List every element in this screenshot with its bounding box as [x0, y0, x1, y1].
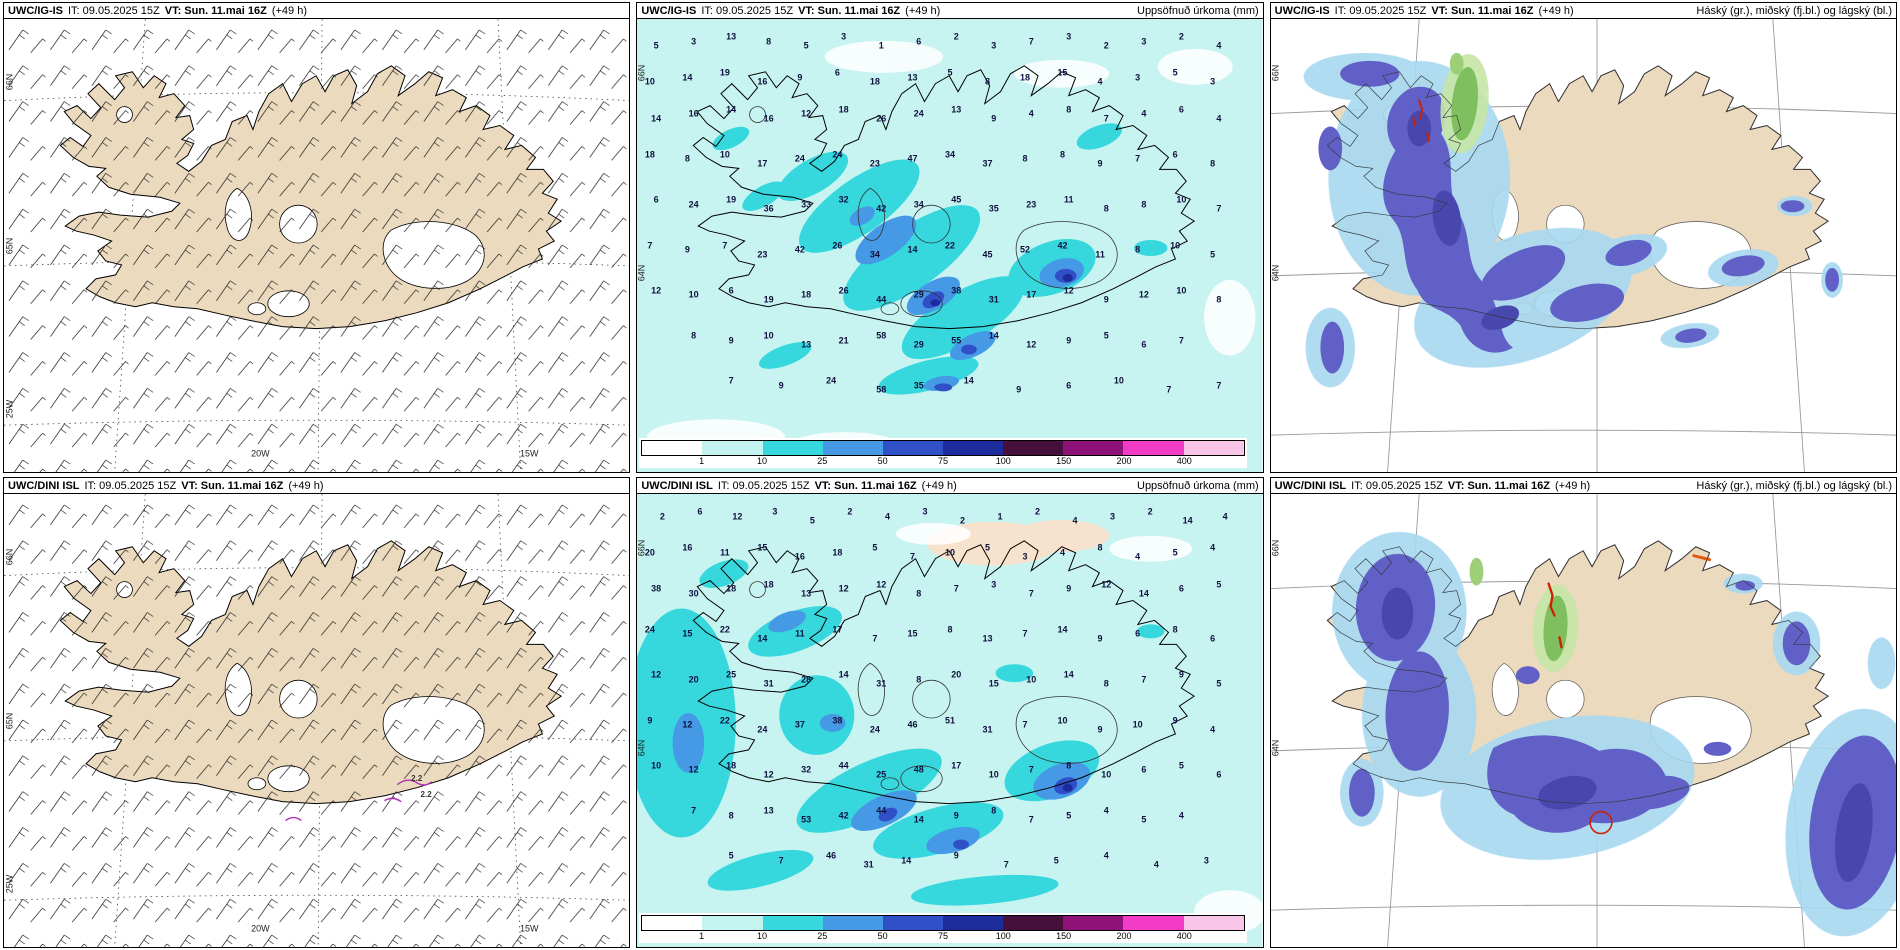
colorbar-segment [943, 916, 1004, 930]
init-time: IT: 09.05.2025 15Z [84, 480, 177, 492]
colorbar-scale [641, 440, 1245, 456]
colorbar-segment [1063, 441, 1124, 455]
model-name: UWC/IG-IS [8, 5, 63, 17]
colorbar-tick: 200 [1116, 456, 1132, 466]
colorbar-tick: 75 [937, 456, 948, 466]
colorbar-segment [822, 441, 883, 455]
wind-barbs-field [4, 19, 630, 472]
precip-map-svg [637, 494, 1263, 947]
model-name: UWC/DINI ISL [8, 480, 80, 492]
colorbar-segment [1063, 916, 1124, 930]
panel-cloud-row1: UWC/IG-IS IT: 09.05.2025 15Z VT: Sun. 11… [1269, 2, 1897, 473]
colorbar-segment [702, 916, 763, 930]
panel-header: UWC/DINI ISL IT: 09.05.2025 15Z VT: Sun.… [4, 478, 630, 494]
init-time: IT: 09.05.2025 15Z [1334, 5, 1427, 17]
colorbar-tick: 25 [817, 456, 828, 466]
colorbar-tick: 10 [756, 456, 767, 466]
wind-barbs-field [4, 494, 630, 947]
colorbar: 1 10 25 50 75 100 150 200 400 [639, 438, 1247, 468]
colorbar-tick: 400 [1176, 456, 1192, 466]
colorbar-segment [642, 441, 703, 455]
wind-map-svg [4, 494, 630, 947]
colorbar-segment [1123, 916, 1184, 930]
colorbar-tick: 50 [877, 931, 888, 941]
lead-time: (+49 h) [1538, 5, 1574, 17]
init-time: IT: 09.05.2025 15Z [701, 5, 794, 17]
field-title: Háský (gr.), miðský (fj.bl.) og lágský (… [1696, 5, 1892, 17]
panel-header: UWC/DINI ISL IT: 09.05.2025 15Z VT: Sun.… [1270, 478, 1896, 494]
colorbar-tick: 100 [995, 931, 1011, 941]
lead-time: (+49 h) [905, 5, 941, 17]
colorbar: 1 10 25 50 75 100 150 200 400 [639, 913, 1247, 943]
colorbar-segment [762, 916, 823, 930]
colorbar-segment [1183, 916, 1244, 930]
colorbar-segment [762, 441, 823, 455]
colorbar-segment [822, 916, 883, 930]
colorbar-segment [642, 916, 703, 930]
model-name: UWC/IG-IS [641, 5, 697, 17]
valid-time: VT: Sun. 11.mai 16Z [1431, 5, 1534, 17]
colorbar-tick: 200 [1116, 931, 1132, 941]
colorbar-tick: 1 [699, 456, 705, 466]
valid-time: VT: Sun. 11.mai 16Z [164, 5, 267, 17]
lead-time: (+49 h) [1554, 480, 1591, 492]
colorbar-segment [1003, 916, 1064, 930]
model-name: UWC/IG-IS [1274, 5, 1330, 17]
panel-wind-row2: UWC/DINI ISL IT: 09.05.2025 15Z VT: Sun.… [3, 477, 631, 948]
panel-header: UWC/IG-IS IT: 09.05.2025 15Z VT: Sun. 11… [1270, 3, 1896, 19]
colorbar-tick: 50 [877, 456, 888, 466]
lead-time: (+49 h) [271, 5, 307, 17]
colorbar-segment [1003, 441, 1064, 455]
colorbar-tick: 10 [756, 931, 767, 941]
colorbar-tick: 75 [937, 931, 948, 941]
colorbar-segment [943, 441, 1004, 455]
wind-map-svg [4, 19, 630, 472]
valid-time: VT: Sun. 11.mai 16Z [814, 480, 917, 492]
cloud-map-svg [1270, 19, 1896, 472]
cloud-map-svg [1270, 494, 1896, 947]
colorbar-tick: 25 [817, 931, 828, 941]
lead-time: (+49 h) [921, 480, 957, 492]
colorbar-segment [882, 441, 944, 455]
panel-header: UWC/DINI ISL IT: 09.05.2025 15Z VT: Sun.… [637, 478, 1263, 494]
init-time: IT: 09.05.2025 15Z [717, 480, 810, 492]
panel-header: UWC/IG-IS IT: 09.05.2025 15Z VT: Sun. 11… [637, 3, 1263, 19]
colorbar-scale [641, 915, 1245, 931]
colorbar-tick: 150 [1056, 931, 1072, 941]
colorbar-segment [1183, 441, 1244, 455]
cloud-map: 66N 64N [1270, 19, 1896, 472]
panel-wind-row1: UWC/IG-IS IT: 09.05.2025 15Z VT: Sun. 11… [3, 2, 631, 473]
init-time: IT: 09.05.2025 15Z [1351, 480, 1443, 492]
colorbar-ticks: 1 10 25 50 75 100 150 200 400 [641, 457, 1244, 468]
valid-time: VT: Sun. 11.mai 16Z [1447, 480, 1550, 492]
precip-map: 2 6 12 3 5 2 4 3 2 1 2 4 3 2 14 4 20 16 11 15 16 18 5 7 10 5 3 4 8 4 5… [637, 494, 1263, 947]
colorbar-segment [1123, 441, 1184, 455]
field-title: Uppsöfnuð úrkoma (mm) [1137, 5, 1259, 17]
cloud-map: 66N 64N [1270, 494, 1896, 947]
model-name: UWC/DINI ISL [1274, 480, 1347, 492]
lead-time: (+49 h) [288, 480, 324, 492]
colorbar-tick: 1 [699, 931, 705, 941]
panel-precip-row1: UWC/IG-IS IT: 09.05.2025 15Z VT: Sun. 11… [636, 2, 1264, 473]
field-title: Uppsöfnuð úrkoma (mm) [1137, 480, 1259, 492]
colorbar-tick: 150 [1056, 456, 1072, 466]
colorbar-tick: 400 [1176, 931, 1192, 941]
panel-cloud-row2: UWC/DINI ISL IT: 09.05.2025 15Z VT: Sun.… [1269, 477, 1897, 948]
panel-header: UWC/IG-IS IT: 09.05.2025 15Z VT: Sun. 11… [4, 3, 630, 19]
init-time: IT: 09.05.2025 15Z [68, 5, 160, 17]
colorbar-ticks: 1 10 25 50 75 100 150 200 400 [641, 932, 1244, 943]
precip-map: 5 3 13 8 5 3 1 6 2 3 7 3 2 3 2 4 10 14 19 16 9 6 18 13 5 8 18 15 4 3 5… [637, 19, 1263, 472]
model-name: UWC/DINI ISL [641, 480, 713, 492]
colorbar-tick: 100 [995, 456, 1011, 466]
colorbar-segment [882, 916, 944, 930]
colorbar-segment [702, 441, 763, 455]
field-title: Háský (gr.), miðský (fj.bl.) og lágský (… [1696, 480, 1892, 492]
wind-map: 66N 65N 25W 20W 15W [4, 19, 630, 472]
panel-precip-row2: UWC/DINI ISL IT: 09.05.2025 15Z VT: Sun.… [636, 477, 1264, 948]
valid-time: VT: Sun. 11.mai 16Z [798, 5, 901, 17]
precip-map-svg [637, 19, 1263, 472]
wind-map: 66N 65N 25W 20W 15W 2.2 2.2 [4, 494, 630, 947]
valid-time: VT: Sun. 11.mai 16Z [181, 480, 284, 492]
